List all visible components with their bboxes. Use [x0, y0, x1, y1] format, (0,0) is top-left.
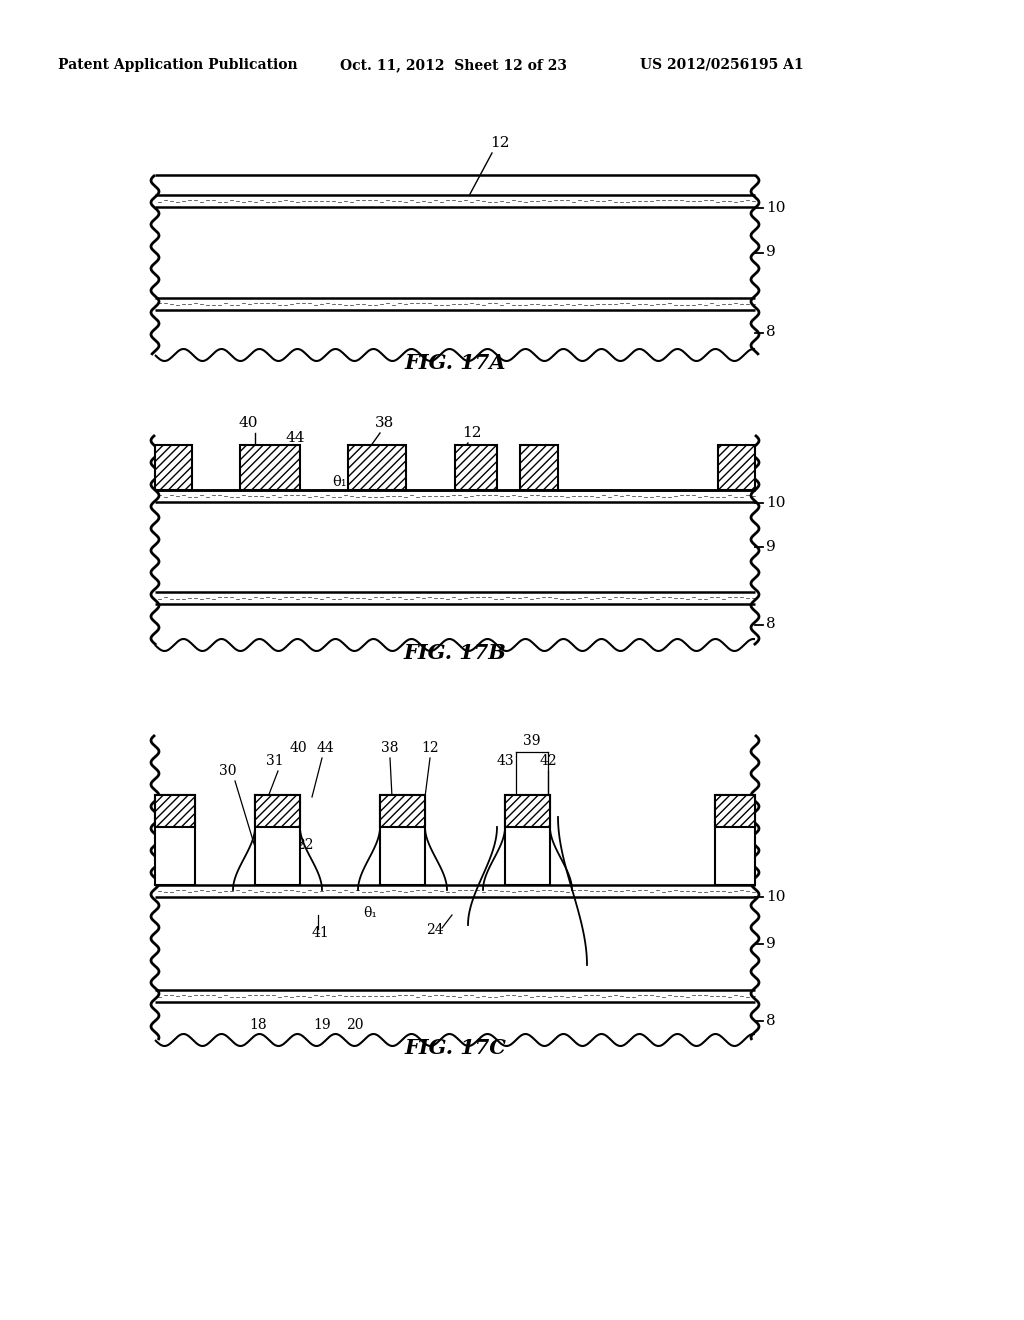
Text: 30: 30 — [219, 764, 237, 777]
Bar — [505, 795, 550, 828]
Bar — [380, 795, 425, 884]
Text: FIG. 17C: FIG. 17C — [404, 1038, 506, 1059]
Text: 19: 19 — [313, 1018, 331, 1032]
Text: 12: 12 — [462, 426, 481, 440]
Bar — [155, 735, 755, 1055]
Text: 44: 44 — [286, 432, 305, 445]
Text: 42: 42 — [540, 754, 557, 768]
Text: FIG. 17B: FIG. 17B — [403, 643, 507, 663]
Bar — [348, 445, 406, 490]
Bar — [155, 176, 755, 355]
Bar — [380, 795, 425, 828]
Bar — [505, 795, 550, 884]
Bar — [715, 795, 755, 884]
Text: 39: 39 — [523, 734, 541, 748]
Text: 31: 31 — [266, 754, 284, 768]
Text: US 2012/0256195 A1: US 2012/0256195 A1 — [640, 58, 804, 73]
Bar — [455, 445, 497, 490]
Bar — [155, 795, 195, 828]
Text: 10: 10 — [766, 496, 785, 510]
Text: 12: 12 — [490, 136, 510, 150]
Text: FIG. 17A: FIG. 17A — [404, 352, 506, 374]
Text: 8: 8 — [766, 618, 775, 631]
Text: θ₁: θ₁ — [333, 475, 347, 488]
Text: 41: 41 — [311, 927, 329, 940]
Text: 38: 38 — [376, 416, 394, 430]
Bar — [240, 445, 300, 490]
Text: 20: 20 — [346, 1018, 364, 1032]
Bar — [255, 795, 300, 884]
Text: 40: 40 — [239, 416, 258, 430]
Text: 9: 9 — [766, 246, 776, 260]
Text: Patent Application Publication: Patent Application Publication — [58, 58, 298, 73]
Text: 44: 44 — [316, 741, 334, 755]
Bar — [155, 445, 193, 490]
Text: 22: 22 — [296, 838, 313, 851]
Bar — [715, 795, 755, 828]
Text: 9: 9 — [766, 936, 776, 950]
Bar — [155, 436, 755, 645]
Text: 43: 43 — [497, 754, 514, 768]
Bar — [255, 795, 300, 828]
Text: θ₁: θ₁ — [364, 906, 377, 920]
Text: 10: 10 — [766, 201, 785, 215]
Text: 9: 9 — [766, 540, 776, 554]
Text: Oct. 11, 2012  Sheet 12 of 23: Oct. 11, 2012 Sheet 12 of 23 — [340, 58, 567, 73]
Text: 8: 8 — [766, 1014, 775, 1028]
Text: 12: 12 — [421, 741, 439, 755]
Bar — [155, 795, 195, 884]
Bar — [718, 445, 755, 490]
Text: 18: 18 — [249, 1018, 267, 1032]
Bar — [520, 445, 558, 490]
Text: 8: 8 — [766, 326, 775, 339]
Text: 38: 38 — [381, 741, 398, 755]
Text: 40: 40 — [289, 741, 307, 755]
Text: 24: 24 — [426, 923, 443, 937]
Text: 10: 10 — [766, 890, 785, 904]
